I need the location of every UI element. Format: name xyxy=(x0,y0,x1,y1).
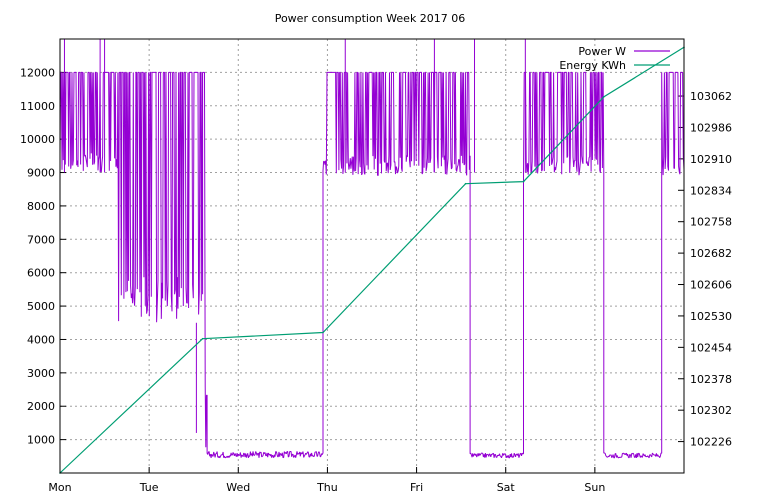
power-series xyxy=(59,39,685,459)
y2-tick-label: 102302 xyxy=(690,404,732,417)
y-tick-label: 12000 xyxy=(20,66,55,79)
y2-tick-label: 102986 xyxy=(690,121,732,134)
y2-tick-label: 102530 xyxy=(690,310,732,323)
y-tick-label: 3000 xyxy=(27,367,55,380)
y2-tick-label: 102910 xyxy=(690,153,732,166)
x-tick-label: Thu xyxy=(316,481,338,494)
x-tick-label: Mon xyxy=(48,481,71,494)
chart-title: Power consumption Week 2017 06 xyxy=(275,12,466,25)
x-tick-label: Fri xyxy=(410,481,423,494)
legend-label: Power W xyxy=(578,45,626,58)
energy-point xyxy=(201,337,204,340)
y2-tick-label: 102834 xyxy=(690,184,732,197)
y2-tick-label: 102758 xyxy=(690,216,732,229)
y2-tick-label: 102454 xyxy=(690,341,732,354)
energy-line xyxy=(59,46,685,474)
energy-point xyxy=(464,182,467,185)
y-tick-label: 7000 xyxy=(27,233,55,246)
y2-tick-label: 102226 xyxy=(690,436,732,449)
y2-tick-label: 103062 xyxy=(690,90,732,103)
y-tick-label: 11000 xyxy=(20,100,55,113)
y-tick-label: 1000 xyxy=(27,434,55,447)
y2-tick-label: 102378 xyxy=(690,373,732,386)
y-tick-label: 10000 xyxy=(20,133,55,146)
plot-frame xyxy=(59,38,685,474)
y-tick-label: 4000 xyxy=(27,333,55,346)
energy-point xyxy=(522,180,525,183)
legend-label: Energy KWh xyxy=(559,59,626,72)
y-tick-label: 6000 xyxy=(27,267,55,280)
x-tick-label: Sat xyxy=(497,481,516,494)
energy-point xyxy=(602,96,605,98)
y2-tick-label: 102606 xyxy=(690,279,732,292)
grid-lines xyxy=(60,39,684,473)
x-axis: Mon Tue Wed Thu Fri Sat Sun xyxy=(48,467,605,494)
y2-tick-label: 102682 xyxy=(690,247,732,260)
y-tick-label: 9000 xyxy=(27,167,55,180)
y-tick-label: 8000 xyxy=(27,200,55,213)
y-axis-right: 102226 102302 102378 102454 102530 102606 1026… xyxy=(678,90,732,449)
energy-point xyxy=(322,331,324,334)
energy-series xyxy=(59,46,685,474)
y-tick-label: 5000 xyxy=(27,300,55,313)
y-tick-label: 2000 xyxy=(27,400,55,413)
power-line xyxy=(59,71,685,459)
x-tick-label: Tue xyxy=(139,481,159,494)
y-axis-left: 1000 2000 3000 4000 5000 6000 7000 8000 9000 1000… xyxy=(20,66,66,447)
x-tick-label: Wed xyxy=(226,481,250,494)
x-tick-label: Sun xyxy=(584,481,605,494)
